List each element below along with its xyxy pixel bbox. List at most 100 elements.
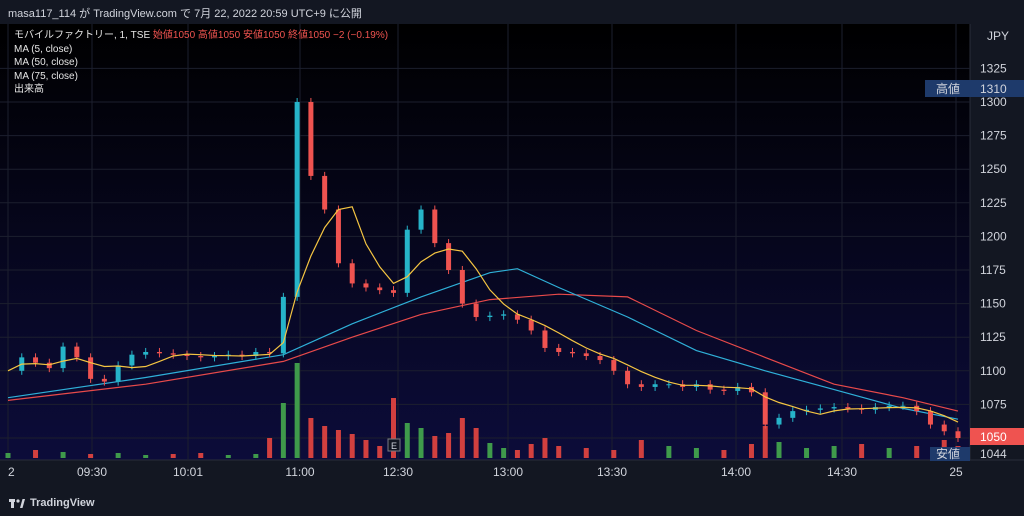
- candle-body: [762, 392, 768, 425]
- volume-bar: [638, 440, 644, 458]
- candle-body: [707, 384, 713, 390]
- y-tick-label: 1300: [980, 95, 1007, 109]
- candle-body: [101, 378, 107, 382]
- footer-bar: [0, 486, 1024, 516]
- volume-bar: [776, 442, 782, 458]
- candle-body: [735, 386, 741, 391]
- volume-bar: [666, 446, 672, 458]
- legend-ohlc: 始値1050 高値1050 安値1050 終値1050 −2 (−0.19%): [152, 30, 389, 41]
- volume-bar: [391, 398, 397, 458]
- candle-body: [927, 411, 933, 425]
- volume-bar: [762, 426, 768, 458]
- candle-body: [184, 354, 190, 357]
- candle-body: [941, 424, 947, 432]
- brand-name: TradingView: [30, 497, 95, 509]
- earnings-marker-label: E: [391, 441, 397, 451]
- candle-body: [625, 370, 631, 385]
- volume-bar: [253, 454, 259, 458]
- volume-bar: [886, 448, 892, 458]
- volume-bar: [446, 433, 452, 458]
- candle-body: [501, 314, 507, 316]
- candle-body: [335, 209, 341, 264]
- legend-symbol[interactable]: モバイルファクトリー, 1, TSE: [14, 30, 151, 41]
- y-tick-label: 1225: [980, 196, 1007, 210]
- candle-body: [322, 175, 328, 210]
- volume-bar: [556, 446, 562, 458]
- legend-ma5[interactable]: MA (5, close): [14, 43, 73, 55]
- volume-bar: [143, 455, 149, 458]
- x-tick-label: 12:30: [383, 465, 413, 479]
- candle-body: [308, 102, 314, 176]
- x-tick-label: 14:00: [721, 465, 751, 479]
- candle-body: [88, 357, 94, 379]
- candle-body: [432, 209, 438, 244]
- volume-bar: [721, 450, 727, 458]
- volume-bar: [60, 452, 66, 458]
- candle-body: [886, 405, 892, 408]
- volume-bar: [804, 448, 810, 458]
- candle-body: [804, 409, 810, 412]
- high-value-badge: [970, 80, 1024, 97]
- candle-body: [60, 346, 66, 369]
- y-tick-label: 1125: [980, 330, 1006, 344]
- candle-body: [955, 431, 961, 438]
- x-tick-label: 25: [949, 465, 963, 479]
- candle-body: [74, 346, 80, 358]
- candle-body: [156, 351, 162, 354]
- candle-body: [33, 357, 39, 363]
- volume-bar: [225, 455, 231, 458]
- tradingview-logo[interactable]: TradingView: [9, 497, 95, 509]
- candle-body: [666, 384, 672, 386]
- volume-bar: [611, 450, 617, 458]
- candle-body: [404, 229, 410, 293]
- volume-bar: [115, 453, 121, 458]
- candle-body: [446, 243, 452, 270]
- legend-ma50[interactable]: MA (50, close): [14, 57, 78, 68]
- legend-volume[interactable]: 出来高: [14, 84, 44, 95]
- volume-bar: [170, 454, 176, 458]
- y-tick-label: 1200: [980, 229, 1007, 243]
- plot-area[interactable]: [0, 24, 970, 460]
- x-tick-label: 10:01: [173, 465, 203, 479]
- candle-body: [212, 356, 218, 358]
- candle-body: [597, 356, 603, 361]
- volume-bar: [5, 453, 11, 458]
- y-tick-label: 1175: [980, 263, 1006, 277]
- legend-ma75[interactable]: MA (75, close): [14, 70, 78, 82]
- low-label-badge: [930, 447, 970, 461]
- y-tick-label: 1325: [980, 61, 1007, 75]
- candle-body: [845, 407, 851, 409]
- x-tick-label: 13:30: [597, 465, 627, 479]
- volume-bar: [418, 428, 424, 458]
- volume-bar: [914, 446, 920, 458]
- x-tick-label: 2: [8, 465, 15, 479]
- candle-body: [776, 417, 782, 425]
- time-axis[interactable]: [0, 460, 1024, 486]
- volume-bar: [377, 446, 383, 458]
- candle-body: [253, 351, 259, 357]
- volume-bar: [501, 448, 507, 458]
- earnings-marker[interactable]: [387, 438, 401, 452]
- x-tick-label: 11:00: [285, 465, 314, 479]
- candle-body: [280, 296, 286, 354]
- candle-body: [129, 354, 135, 366]
- last-price-badge: [970, 428, 1024, 445]
- volume-bar: [349, 434, 355, 458]
- volume-bar: [528, 444, 534, 458]
- candle-body: [363, 283, 369, 288]
- volume-bar: [363, 440, 369, 458]
- publish-bar: masa117_114 が TradingView.com で 7月 22, 2…: [0, 0, 1024, 24]
- candle-body: [377, 287, 383, 291]
- y-tick-label: 1275: [980, 129, 1007, 143]
- candle-body: [831, 407, 837, 409]
- volume-bar: [583, 448, 589, 458]
- candle-body: [790, 411, 796, 418]
- volume-bar: [514, 450, 520, 458]
- candle-body: [900, 405, 906, 407]
- volume-bar: [459, 418, 465, 458]
- candle-body: [748, 386, 754, 393]
- candle-body: [418, 209, 424, 230]
- ma50-line: [7, 268, 959, 420]
- volume-bar: [693, 448, 699, 458]
